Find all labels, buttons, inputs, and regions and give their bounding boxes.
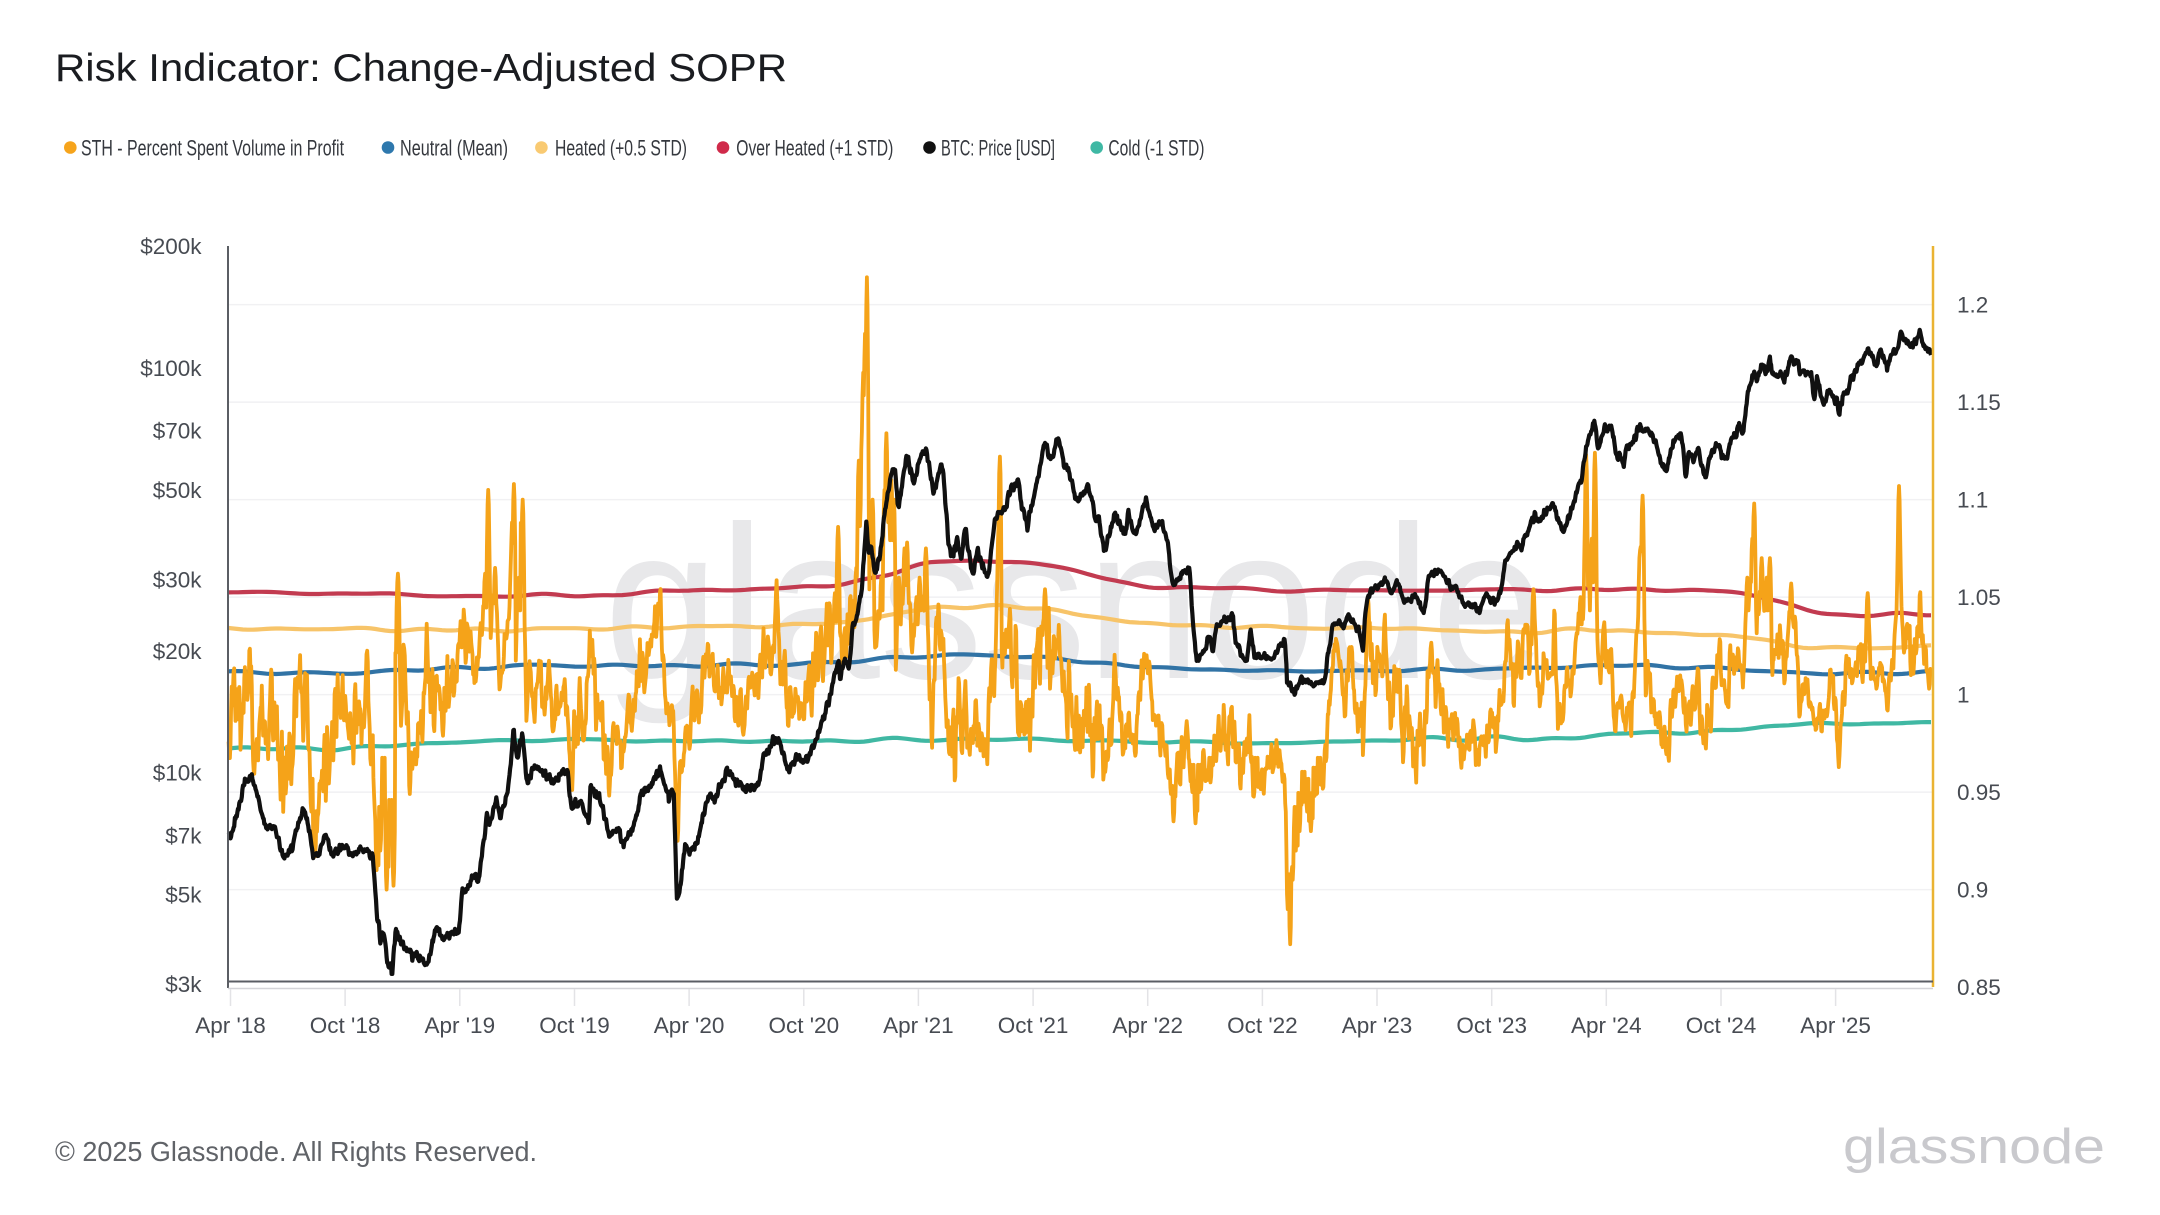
svg-text:Oct '20: Oct '20 bbox=[769, 1013, 840, 1038]
svg-text:glassnode: glassnode bbox=[1843, 1120, 2105, 1174]
svg-text:$50k: $50k bbox=[153, 478, 203, 503]
svg-text:1: 1 bbox=[1957, 683, 1970, 708]
svg-text:$200k: $200k bbox=[140, 234, 202, 259]
svg-text:Heated (+0.5 STD): Heated (+0.5 STD) bbox=[555, 136, 687, 161]
svg-text:STH - Percent Spent Volume in: STH - Percent Spent Volume in Profit bbox=[81, 136, 345, 161]
svg-text:$7k: $7k bbox=[165, 823, 202, 848]
svg-text:Oct '19: Oct '19 bbox=[539, 1013, 610, 1038]
svg-text:Oct '18: Oct '18 bbox=[310, 1013, 381, 1038]
svg-text:Apr '24: Apr '24 bbox=[1571, 1013, 1642, 1038]
svg-text:0.9: 0.9 bbox=[1957, 878, 1988, 903]
svg-text:Oct '21: Oct '21 bbox=[998, 1013, 1069, 1038]
svg-text:Cold (-1 STD): Cold (-1 STD) bbox=[1108, 136, 1204, 161]
svg-text:$5k: $5k bbox=[165, 882, 202, 907]
svg-text:0.85: 0.85 bbox=[1957, 975, 2001, 1000]
svg-text:BTC: Price [USD]: BTC: Price [USD] bbox=[941, 136, 1055, 161]
svg-text:Apr '20: Apr '20 bbox=[654, 1013, 725, 1038]
svg-text:1.1: 1.1 bbox=[1957, 488, 1988, 513]
svg-text:$10k: $10k bbox=[153, 761, 203, 786]
svg-text:$20k: $20k bbox=[153, 639, 203, 664]
svg-text:Oct '23: Oct '23 bbox=[1456, 1013, 1527, 1038]
svg-text:© 2025 Glassnode. All Rights R: © 2025 Glassnode. All Rights Reserved. bbox=[55, 1136, 537, 1167]
svg-text:Risk Indicator: Change-Adjuste: Risk Indicator: Change-Adjusted SOPR bbox=[55, 47, 787, 90]
svg-text:Apr '23: Apr '23 bbox=[1342, 1013, 1413, 1038]
svg-text:0.95: 0.95 bbox=[1957, 780, 2001, 805]
svg-text:$3k: $3k bbox=[165, 972, 202, 997]
svg-text:Oct '24: Oct '24 bbox=[1686, 1013, 1757, 1038]
svg-text:Neutral (Mean): Neutral (Mean) bbox=[400, 136, 508, 161]
svg-text:$30k: $30k bbox=[153, 568, 203, 593]
svg-text:$100k: $100k bbox=[140, 356, 202, 381]
svg-text:Apr '21: Apr '21 bbox=[883, 1013, 954, 1038]
svg-text:$70k: $70k bbox=[153, 419, 203, 444]
svg-text:1.15: 1.15 bbox=[1957, 390, 2001, 415]
svg-text:Apr '22: Apr '22 bbox=[1112, 1013, 1183, 1038]
svg-text:Over Heated (+1 STD): Over Heated (+1 STD) bbox=[736, 136, 893, 161]
svg-text:1.2: 1.2 bbox=[1957, 293, 1988, 318]
svg-text:Apr '18: Apr '18 bbox=[195, 1013, 266, 1038]
svg-text:Apr '25: Apr '25 bbox=[1800, 1013, 1871, 1038]
svg-text:Oct '22: Oct '22 bbox=[1227, 1013, 1298, 1038]
svg-text:1.05: 1.05 bbox=[1957, 585, 2001, 610]
svg-text:Apr '19: Apr '19 bbox=[425, 1013, 496, 1038]
